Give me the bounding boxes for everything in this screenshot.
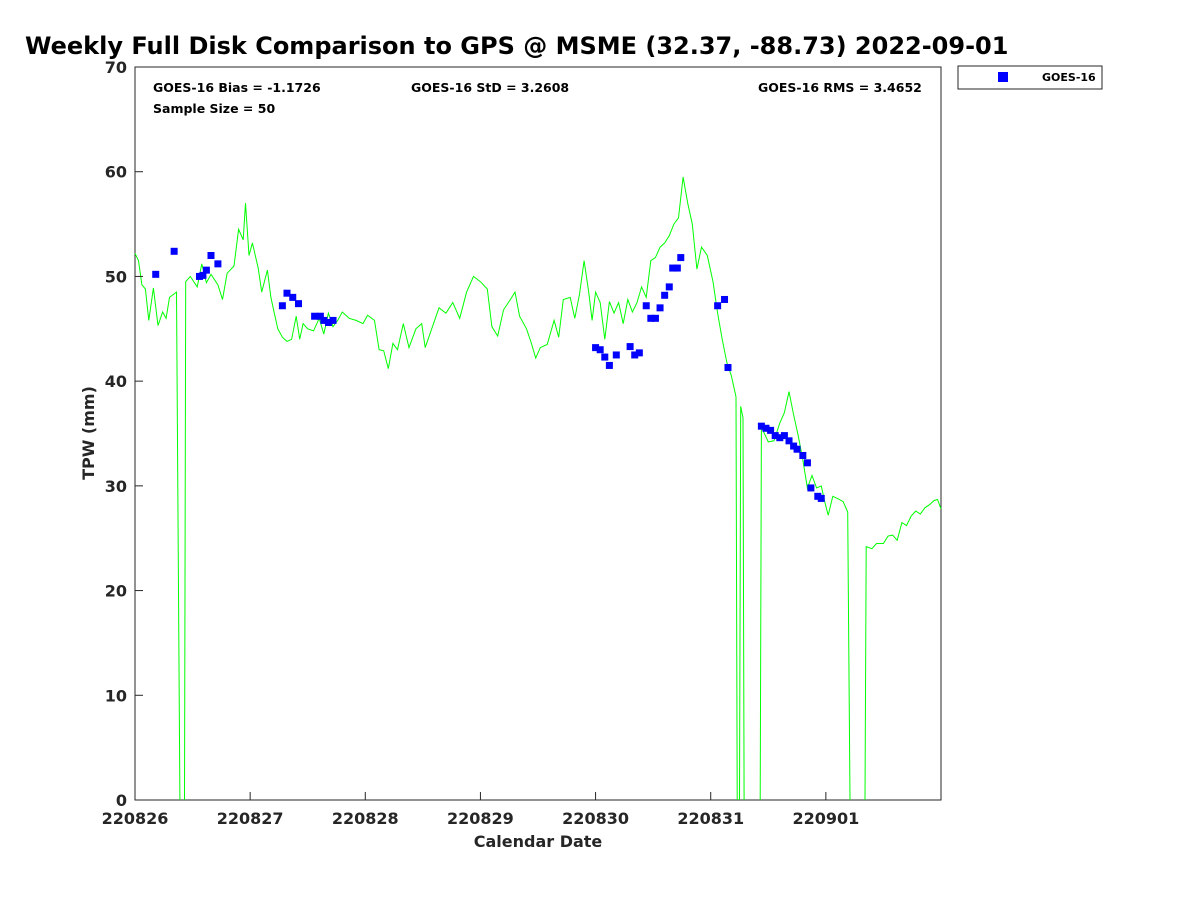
x-tick-label: 220827 [217,809,284,828]
x-tick-label: 220828 [332,809,399,828]
goes16-point [202,266,210,274]
x-axis-ticks: 220826 220827 220828 220829 220830 220831 2209… [102,792,859,828]
goes16-point [631,351,639,359]
goes16-point [817,494,825,502]
goes16-point [762,424,770,432]
goes16-point [214,260,222,268]
goes16-point [724,364,732,372]
goes16-point [320,316,328,324]
goes16-point [642,302,650,310]
goes16-marker-layer [152,247,825,502]
y-axis-ticks: 0 10 20 30 40 50 60 70 [105,58,143,810]
gps-line-segment [739,406,745,801]
goes16-point [771,432,779,440]
goes16-point [329,316,337,324]
goes16-point [289,293,297,301]
legend-box [957,65,1103,90]
goes16-point [601,353,609,361]
bias-stat: GOES-16 Bias = -1.1726 [153,80,321,95]
goes16-point [673,264,681,272]
goes16-point [799,451,807,459]
y-tick-label: 70 [105,58,127,77]
goes16-point [776,434,784,442]
goes16-point [283,289,291,297]
goes16-point [596,346,604,354]
y-tick-label: 0 [116,791,127,810]
goes16-point [626,343,634,351]
goes16-point [324,319,332,327]
goes16-point [278,302,286,310]
gps-line-segment [134,253,181,801]
gps-line-segment [184,176,738,801]
gps-line-segment [864,498,942,801]
legend-label-goes16: GOES-16 [1042,71,1096,84]
goes16-point [311,312,319,320]
goes16-point [780,432,788,440]
x-tick-label: 220831 [677,809,744,828]
goes16-point [295,300,303,308]
goes16-point [807,484,815,492]
plot-area [134,66,942,801]
goes16-point [677,254,685,262]
goes16-point [612,351,620,359]
goes16-point [793,445,801,453]
y-tick-label: 30 [105,477,127,496]
y-tick-label: 60 [105,163,127,182]
y-tick-label: 10 [105,686,127,705]
goes16-point [152,270,160,278]
gps-line-layer [134,176,942,801]
plot-frame [134,66,942,801]
goes16-point [170,247,178,255]
legend-marker-goes16 [998,72,1008,82]
goes16-point [803,459,811,467]
goes16-point [665,283,673,291]
rms-stat: GOES-16 RMS = 3.4652 [758,80,922,95]
y-tick-label: 50 [105,267,127,286]
x-axis-label: Calendar Date [474,832,603,851]
y-tick-label: 20 [105,582,127,601]
goes16-point [714,302,722,310]
legend: GOES-16 [957,65,1103,90]
x-tick-label: 220826 [102,809,169,828]
goes16-point [592,344,600,352]
goes16-point [605,361,613,369]
goes16-point [207,251,215,259]
x-tick-label: 220830 [562,809,629,828]
goes16-point [647,314,655,322]
goes16-point [316,312,324,320]
goes16-point [656,304,664,312]
chart-title: Weekly Full Disk Comparison to GPS @ MSM… [25,32,1008,60]
goes16-point [651,314,659,322]
goes16-point [721,295,729,303]
goes16-point [661,291,669,299]
goes16-point [785,437,793,445]
goes16-point [199,271,207,279]
x-tick-label: 220901 [792,809,859,828]
sample-size-stat: Sample Size = 50 [153,101,275,116]
goes16-point [635,349,643,357]
goes16-point [757,422,765,430]
goes16-point [669,264,677,272]
y-tick-label: 40 [105,372,127,391]
goes16-point [767,426,775,434]
std-stat: GOES-16 StD = 3.2608 [411,80,569,95]
x-tick-label: 220829 [447,809,514,828]
y-axis-label: TPW (mm) [79,386,98,480]
